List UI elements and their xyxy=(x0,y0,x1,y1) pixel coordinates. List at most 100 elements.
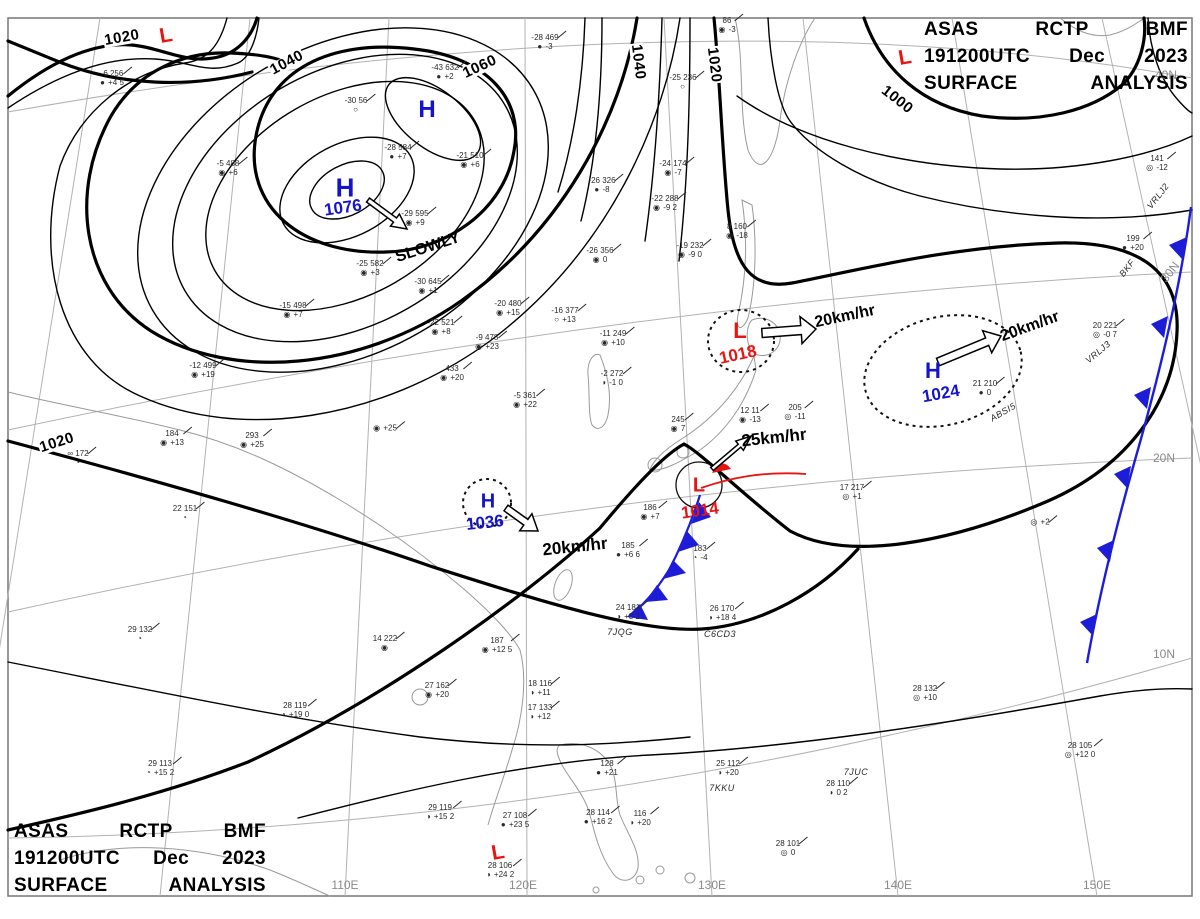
wind-barb-icon xyxy=(382,256,392,265)
pressure-center-low-1014: L xyxy=(692,474,706,497)
station-id-label: 7JUC xyxy=(843,767,869,777)
station-plot: 433 ◉ +20 xyxy=(440,361,472,382)
station-plot: 8 160 ◉ -18 xyxy=(726,219,756,240)
wind-barb-icon xyxy=(996,376,1006,385)
isobar-1020-main xyxy=(6,16,1179,832)
station-symbol-icon: ◉ xyxy=(475,342,484,351)
wind-barb-icon xyxy=(427,206,437,215)
movement-arrow-icon xyxy=(760,314,818,346)
map-frame xyxy=(7,17,1193,897)
wind-barb-icon xyxy=(746,219,756,228)
wind-barb-icon xyxy=(122,66,132,75)
title-block-top-right: ASAS RCTP BMF 191200UTC Dec 2023 SURFACE ANALYS… xyxy=(924,16,1188,97)
pressure-value-1014: 1014 xyxy=(679,498,720,523)
coastlines xyxy=(7,17,1146,897)
station-plot: -19 232 ◉ -9 0 xyxy=(676,238,712,259)
wind-barb-icon xyxy=(410,140,420,149)
pressure-center-high-1076: H xyxy=(335,172,355,203)
station-symbol-icon: ◉ xyxy=(160,438,169,447)
station-plot: 199 ● +20 xyxy=(1122,231,1152,252)
isobar-1000 xyxy=(862,16,1147,120)
wind-barb-icon xyxy=(616,756,626,765)
station-plot: 245 ◉ 7 xyxy=(671,412,694,433)
station-plot: -12 499 ◉ +19 xyxy=(189,358,225,379)
wind-barb-icon xyxy=(735,601,745,610)
longitude-label: 120E xyxy=(508,878,538,892)
station-symbol-icon: ◉ xyxy=(513,400,522,409)
station-plot: 28 114 ● +16 2 xyxy=(584,805,621,826)
station-symbol-icon: ◎ xyxy=(1093,330,1101,339)
movement-arrow-icon xyxy=(935,329,1003,367)
station-symbol-icon: ○ xyxy=(353,105,359,114)
station-plot: 28 106 ◑ +24 2 xyxy=(485,858,523,879)
station-symbol-icon: ◑ xyxy=(707,613,714,622)
station-symbol-icon: ● xyxy=(436,72,443,81)
wind-barb-icon xyxy=(1116,318,1126,327)
movement-arrows xyxy=(365,196,1003,532)
isobar-1060 xyxy=(252,45,518,254)
station-id-label: 7KKU xyxy=(709,783,735,793)
pressure-center-high-1036: H xyxy=(480,490,496,513)
station-plot: -15 498 ◉ +7 xyxy=(279,298,315,319)
wind-barb-icon xyxy=(440,274,450,283)
wind-barb-icon xyxy=(936,681,946,690)
wind-barb-icon xyxy=(848,776,858,785)
station-symbol-icon: ◑ xyxy=(717,768,724,777)
station-symbol-icon: ◑ xyxy=(529,688,536,697)
station-symbol-icon: ◉ xyxy=(718,25,727,34)
wind-barb-icon xyxy=(622,366,632,375)
station-plot: -11 249 ◉ +10 xyxy=(600,326,635,347)
station-plot: -29 595 ◉ +9 xyxy=(401,206,437,227)
station-symbol-icon: ● xyxy=(500,820,507,829)
station-symbol-icon: ○ xyxy=(680,82,686,91)
wind-barb-icon xyxy=(462,361,472,370)
station-symbol-icon: ◉ xyxy=(381,643,389,652)
station-plot: 27 108 ● +23 5 xyxy=(500,808,538,829)
station-plot: ∞ 172 ◔ xyxy=(67,446,97,467)
station-symbol-icon: ◔ xyxy=(75,458,81,467)
station-plot: -5 361 ◉ +22 xyxy=(513,388,545,409)
wind-barb-icon xyxy=(395,421,405,429)
isobar-1020-left xyxy=(6,439,860,631)
station-plot: 12 11 ◉ -13 xyxy=(739,403,769,424)
station-symbol-icon: ● xyxy=(100,78,106,87)
wind-barb-icon xyxy=(702,238,712,247)
station-symbol-icon: ○ xyxy=(554,315,561,324)
station-symbol-icon: ◉ xyxy=(481,645,490,654)
station-symbol-icon: ◉ xyxy=(460,160,469,169)
station-plot: -26 326 ● -8 xyxy=(588,173,624,194)
station-plot: 86 ◉ -3 xyxy=(718,13,744,34)
station-plot: 141 ◎ -12 xyxy=(1146,151,1176,172)
movement-annotation: 20km/hr xyxy=(998,308,1062,346)
station-plot: 25 112 ◑ +20 xyxy=(716,756,748,777)
station-symbol-icon: ◉ xyxy=(418,286,427,295)
station-symbol-icon: ◑ xyxy=(485,870,492,879)
station-symbol-icon: ◉ xyxy=(191,370,200,379)
longitude-label: 140E xyxy=(883,878,913,892)
wind-barb-icon xyxy=(1142,231,1152,240)
isobar-1040 xyxy=(85,16,639,364)
station-plot: -26 356 ◉ 0 xyxy=(586,243,622,264)
pressure-value-1018: 1018 xyxy=(717,341,759,368)
wind-barb-icon xyxy=(1094,738,1104,747)
station-symbol-icon: ◉ xyxy=(739,415,748,424)
station-symbol-icon: ◔ xyxy=(145,768,152,777)
station-plot: 27 162 ◉ +20 xyxy=(425,678,458,699)
wind-barb-icon xyxy=(734,13,744,22)
wind-barb-icon xyxy=(196,501,206,510)
station-plot: 17 133 ◑ +12 xyxy=(528,700,561,721)
station-plot: 29 113 ◔ +15 2 xyxy=(145,756,183,777)
wind-barb-icon xyxy=(151,622,161,631)
station-plot: 28 101 ◎ 0 xyxy=(776,836,809,857)
wind-barb-icon xyxy=(482,148,492,157)
station-plot: 28 105 ◎ +12 0 xyxy=(1065,738,1104,759)
title-line-3: SURFACE ANALYSIS xyxy=(14,874,266,896)
movement-arrow-icon xyxy=(502,504,540,532)
wind-barb-icon xyxy=(511,633,521,642)
warm-front-central xyxy=(700,472,807,489)
longitude-label: 110E xyxy=(331,878,359,892)
title-line-2: 191200UTC Dec 2023 xyxy=(14,847,266,869)
station-plot: 28 110 ◑ 0 2 xyxy=(826,776,858,797)
